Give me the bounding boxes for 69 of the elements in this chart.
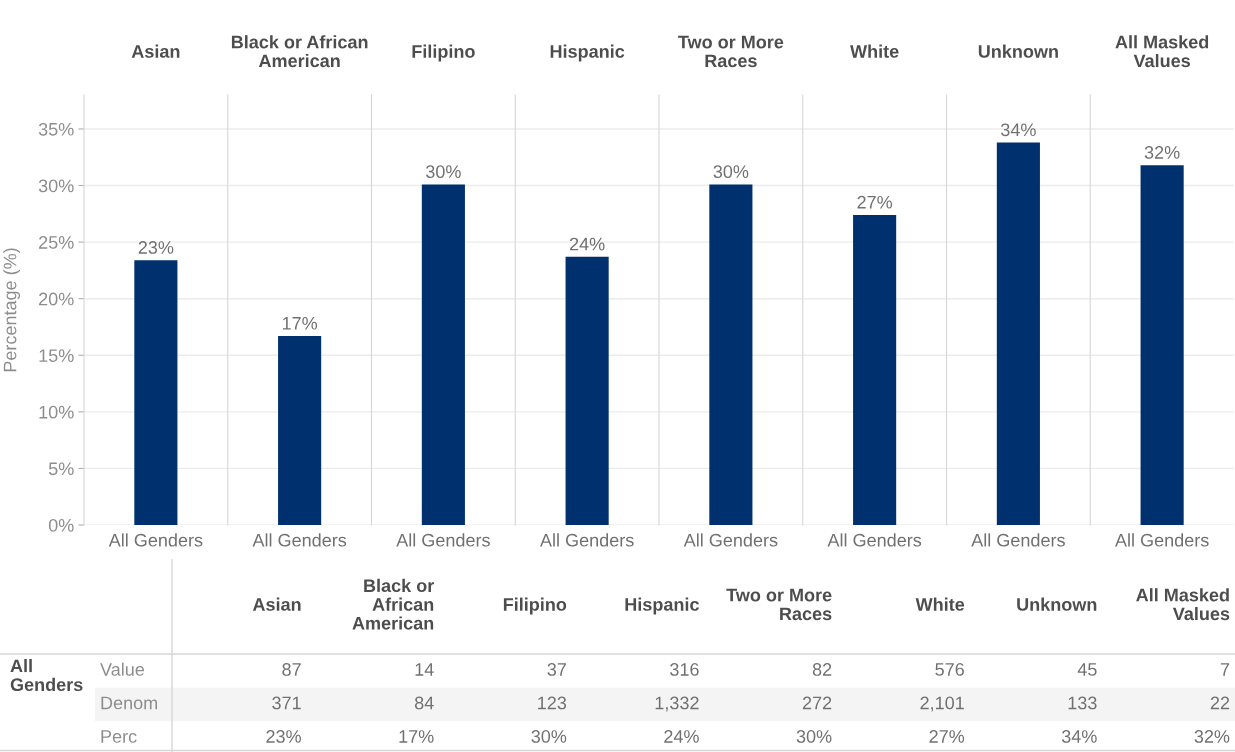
text: 371 xyxy=(272,696,301,710)
chart-title: Hispanic xyxy=(550,44,625,62)
text: 133 xyxy=(1068,696,1097,710)
data-label: 17% xyxy=(282,316,318,330)
category-label: Filipino xyxy=(503,597,567,615)
y-axis-title: Percentage (%) xyxy=(3,248,20,372)
text: 2,101 xyxy=(920,696,964,712)
text: 30% xyxy=(531,730,567,743)
text: 24% xyxy=(664,730,699,743)
text: 34% xyxy=(1061,730,1097,743)
category-label: Hispanic xyxy=(625,597,699,615)
category-label: Asian xyxy=(252,597,301,611)
data-label: 30% xyxy=(713,165,749,179)
category-label: Value xyxy=(100,662,145,676)
chart-title: Two or More Races xyxy=(678,35,784,68)
text: 17% xyxy=(399,730,434,743)
text: 30% xyxy=(796,730,832,743)
x-tick-label: All Genders xyxy=(540,533,634,547)
data-label: 34% xyxy=(1001,123,1036,137)
text: 45 xyxy=(1077,663,1097,676)
text: 123 xyxy=(538,696,567,710)
chart-title: Unknown xyxy=(978,44,1058,58)
x-tick-label: All Genders xyxy=(252,533,347,547)
y-tick-label: 25% xyxy=(39,236,74,249)
x-tick-label: All Genders xyxy=(683,533,778,547)
y-tick-label: 0% xyxy=(48,518,74,532)
y-tick-label: 20% xyxy=(39,292,74,306)
data-label: 23% xyxy=(138,241,174,254)
text: 84 xyxy=(414,696,434,710)
x-tick-label: All Genders xyxy=(108,533,203,547)
y-tick-label: 10% xyxy=(39,405,74,419)
chart-title: White xyxy=(850,44,899,58)
y-tick-label: 5% xyxy=(48,462,74,476)
x-tick-label: All Genders xyxy=(396,533,490,547)
chart-title: Black or African American xyxy=(231,35,368,68)
x-tick-label: All Genders xyxy=(827,533,922,547)
category-label: Perc xyxy=(101,730,137,743)
text: 22 xyxy=(1210,696,1230,710)
text: 1,332 xyxy=(655,696,699,712)
y-tick-label: 15% xyxy=(39,349,74,362)
text: 576 xyxy=(935,663,964,676)
chart-title: Asian xyxy=(131,44,180,58)
data-label: 24% xyxy=(569,237,605,251)
text: 87 xyxy=(282,663,301,676)
category-label: White xyxy=(915,597,965,611)
category-label: Unknown xyxy=(1017,597,1097,611)
text: 32% xyxy=(1194,730,1230,743)
data-label: 27% xyxy=(857,195,893,209)
text: 316 xyxy=(670,663,699,676)
text: 14 xyxy=(415,663,434,676)
x-tick-label: All Genders xyxy=(971,533,1065,547)
text: 82 xyxy=(812,663,832,676)
category-label: Two or More Races xyxy=(726,588,832,621)
y-tick-label: 35% xyxy=(38,122,74,136)
text: 7 xyxy=(1220,663,1230,676)
text: 27% xyxy=(929,730,965,743)
category-label: Denom xyxy=(101,696,158,710)
y-tick-label: 30% xyxy=(38,179,74,193)
text: 23% xyxy=(266,730,301,743)
text: 272 xyxy=(802,696,832,710)
data-label: 32% xyxy=(1144,146,1180,159)
category-label: Black or African American xyxy=(352,578,434,630)
chart-title: All Masked Values xyxy=(1115,35,1209,68)
text: 37 xyxy=(547,663,566,676)
category-label: All Masked Values xyxy=(1136,588,1230,621)
chart-title: Filipino xyxy=(412,44,475,62)
x-tick-label: All Genders xyxy=(1115,533,1209,547)
data-label: 30% xyxy=(426,165,461,179)
text: All Genders xyxy=(10,659,83,692)
